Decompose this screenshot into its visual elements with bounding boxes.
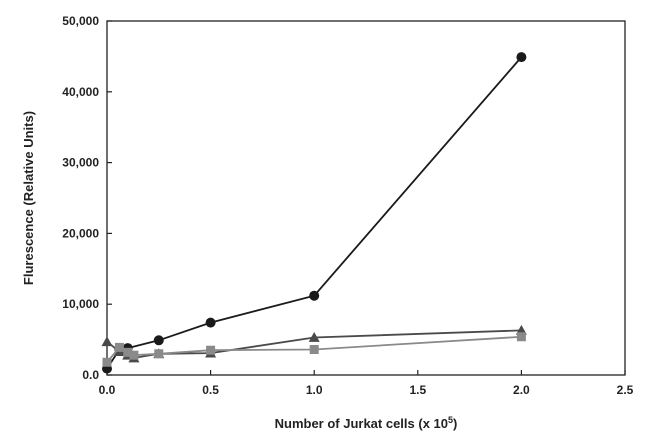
series-layer: [101, 52, 527, 374]
x-tick-label: 1.5: [409, 383, 426, 397]
y-tick-label: 30,000: [62, 156, 99, 170]
x-tick-label: 0.5: [202, 383, 219, 397]
data-point-square: [129, 350, 139, 360]
data-point-circle: [205, 317, 216, 328]
x-tick-label: 2.5: [617, 383, 634, 397]
series-line: [106, 56, 523, 370]
y-tick-label: 0.0: [82, 368, 99, 382]
y-tick-label: 50,000: [62, 14, 99, 28]
data-point-square: [516, 332, 526, 342]
series-3: [102, 332, 526, 367]
data-point-circle: [153, 335, 164, 346]
data-point-square: [102, 357, 112, 367]
x-tick-label: 0.0: [99, 383, 116, 397]
x-tick-label: 2.0: [513, 383, 530, 397]
y-axis-title: Flurescence (Relative Units): [21, 111, 36, 285]
data-point-square: [123, 347, 133, 357]
data-point-triangle: [308, 331, 320, 342]
x-axis-title-close: ): [453, 416, 457, 431]
y-tick-label: 20,000: [62, 226, 99, 240]
data-point-square: [114, 342, 124, 352]
series-1: [102, 52, 527, 374]
series-2: [101, 324, 527, 363]
x-axis-title-main: Number of Jurkat cells (x 10: [275, 416, 448, 431]
data-point-square: [309, 345, 319, 355]
data-point-square: [206, 345, 216, 355]
data-point-square: [154, 349, 164, 359]
data-point-circle: [309, 290, 320, 301]
x-tick-label: 1.0: [306, 383, 323, 397]
axis-ticks: 0.0 0.5 1.0 1.5 2.0 2.5 0.0 10,000 20,000 30,000 4…: [62, 14, 633, 397]
data-point-triangle: [101, 336, 113, 347]
y-tick-label: 10,000: [62, 297, 99, 311]
data-point-circle: [516, 52, 527, 63]
y-tick-label: 40,000: [62, 85, 99, 99]
plot-area-frame: [106, 20, 626, 376]
x-axis-title: Number of Jurkat cells (x 105): [275, 415, 458, 431]
x-axis-title-sup: 5: [448, 415, 453, 425]
